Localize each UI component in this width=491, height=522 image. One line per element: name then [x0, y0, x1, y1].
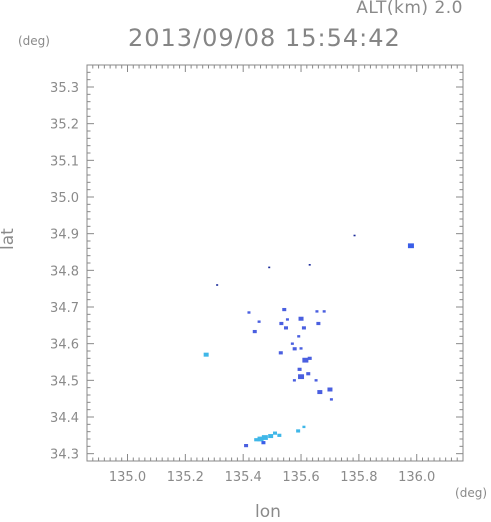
data-point: [297, 335, 301, 338]
data-point: [315, 310, 319, 313]
data-point: [353, 234, 356, 237]
x-axis-label: lon: [255, 502, 281, 522]
data-point: [307, 356, 312, 360]
y-tick-label: 34.7: [50, 301, 79, 316]
data-point: [292, 379, 296, 382]
data-point: [298, 374, 305, 380]
x-axis-unit: (deg): [455, 486, 487, 500]
data-point: [282, 307, 287, 312]
data-point: [252, 329, 257, 334]
data-point: [203, 352, 209, 357]
data-point: [279, 321, 284, 326]
data-point: [316, 321, 321, 326]
x-tick-label: 135.2: [167, 470, 204, 485]
x-tick-label: 136.0: [398, 470, 435, 485]
data-point: [298, 316, 304, 321]
y-tick-label: 34.9: [50, 228, 79, 243]
data-point: [257, 320, 261, 323]
data-point: [308, 264, 311, 266]
axis-ticks: 135.0 135.2 135.4 135.6 135.8 136.0 34.3 34.4 34…: [50, 64, 464, 485]
y-axis-unit: (deg): [18, 34, 50, 48]
data-point: [317, 390, 323, 395]
data-point: [297, 367, 302, 371]
data-point: [314, 379, 318, 382]
y-tick-label: 34.8: [50, 264, 79, 279]
x-tick-label: 135.8: [340, 470, 377, 485]
y-tick-label: 35.1: [50, 154, 79, 169]
data-point: [292, 347, 297, 351]
data-points: [203, 234, 414, 448]
data-point: [216, 284, 219, 286]
altitude-label: ALT(km) 2.0: [356, 0, 463, 18]
data-point: [322, 310, 326, 313]
chart-timestamp: 2013/09/08 15:54:42: [128, 24, 401, 52]
data-point: [254, 438, 259, 442]
y-tick-label: 35.0: [50, 191, 79, 206]
x-tick-label: 135.6: [282, 470, 319, 485]
data-point: [278, 351, 283, 355]
y-tick-label: 34.3: [50, 448, 79, 463]
data-point: [329, 398, 333, 401]
data-point: [302, 357, 309, 363]
data-point: [283, 326, 288, 330]
data-point: [247, 311, 251, 314]
data-point: [261, 441, 266, 445]
x-tick-label: 135.0: [109, 470, 146, 485]
y-tick-label: 35.3: [50, 81, 79, 96]
data-point: [285, 318, 289, 321]
data-point: [244, 444, 249, 448]
data-point: [277, 433, 282, 437]
data-point: [327, 387, 333, 392]
y-tick-label: 34.5: [50, 374, 79, 389]
data-point: [290, 342, 294, 345]
data-point: [299, 347, 303, 350]
data-point: [257, 436, 264, 442]
data-point: [301, 326, 306, 330]
data-point: [261, 435, 268, 440]
y-tick-label: 34.4: [50, 411, 79, 426]
data-point: [268, 266, 271, 269]
data-point: [302, 425, 306, 429]
x-tick-label: 135.4: [225, 470, 262, 485]
data-point: [407, 243, 414, 249]
data-point: [268, 434, 274, 439]
data-point: [306, 372, 311, 376]
plot-frame: [86, 64, 464, 462]
data-point: [273, 431, 277, 435]
data-point: [296, 429, 301, 433]
y-tick-label: 34.6: [50, 338, 79, 353]
y-tick-label: 35.2: [50, 118, 79, 133]
